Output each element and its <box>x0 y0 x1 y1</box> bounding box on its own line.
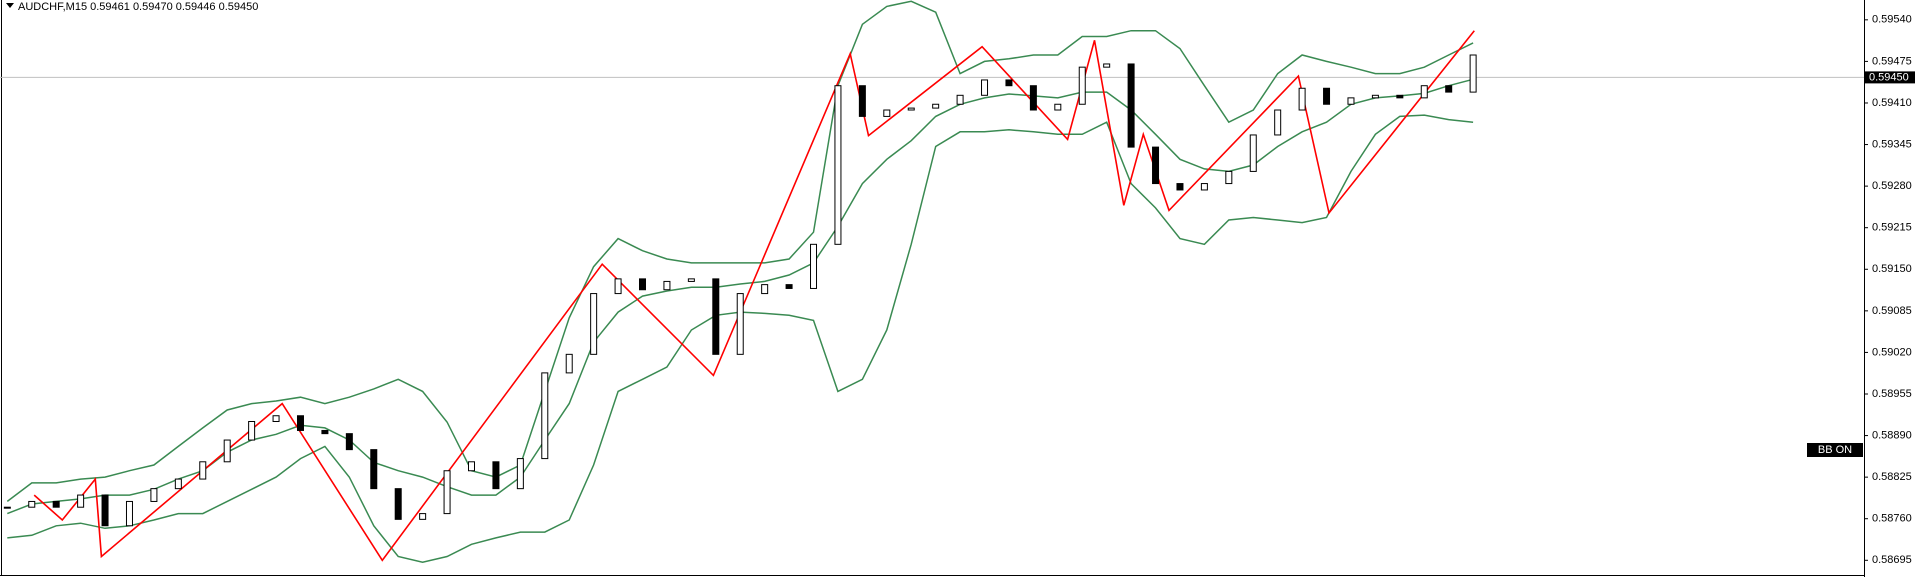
candle-body <box>1298 87 1306 111</box>
candle-body <box>883 109 891 117</box>
candle-body <box>1420 85 1428 99</box>
chart-title: AUDCHF,M15 0.59461 0.59470 0.59446 0.594… <box>18 1 258 13</box>
y-tick-label: 0.58695 <box>1872 554 1912 566</box>
candle-body <box>248 420 256 441</box>
candle-body <box>736 293 744 355</box>
candle-body <box>492 461 500 490</box>
candle-body <box>761 284 769 295</box>
y-tick-label: 0.59215 <box>1872 222 1912 234</box>
indicator-label: BB ON <box>1818 444 1852 456</box>
candle-body <box>712 278 720 355</box>
candle-body <box>1371 94 1379 99</box>
y-tick-label: 0.59150 <box>1872 263 1912 275</box>
y-tick-label: 0.59020 <box>1872 346 1912 358</box>
candle-body <box>394 488 402 520</box>
candle-body <box>1029 85 1037 111</box>
candle-body <box>639 278 647 291</box>
indicator-box <box>1807 443 1863 457</box>
candle-body <box>3 506 11 509</box>
candle-body <box>1225 170 1233 185</box>
candle-body <box>101 494 109 527</box>
candle-body <box>1176 183 1184 191</box>
candle-body <box>1054 103 1062 111</box>
candle-body <box>687 278 695 282</box>
candle-body <box>223 439 231 463</box>
candle-body <box>932 103 940 109</box>
y-tick-label: 0.59475 <box>1872 55 1912 67</box>
candle-body <box>810 243 818 289</box>
candle-body <box>1249 134 1257 172</box>
candle-body <box>296 415 304 431</box>
y-tick-label: 0.59280 <box>1872 180 1912 192</box>
candle-body <box>174 478 182 490</box>
candle-body <box>834 85 842 245</box>
y-tick-label: 0.58955 <box>1872 388 1912 400</box>
candle-body <box>28 500 36 508</box>
collapse-icon[interactable] <box>6 3 14 8</box>
candle-body <box>1103 63 1111 68</box>
candle-body <box>614 278 622 295</box>
bollinger-band <box>6 0 1474 502</box>
candles <box>3 54 1477 527</box>
candle-body <box>1445 85 1453 93</box>
candle-body <box>541 372 549 460</box>
candle-body <box>199 461 207 480</box>
candle-body <box>443 470 451 515</box>
candle-body <box>1152 146 1160 185</box>
zigzag-line <box>33 30 1475 562</box>
candle-body <box>52 500 60 508</box>
candle-body <box>565 353 573 374</box>
candle-body <box>370 449 378 490</box>
candle-body <box>125 500 133 527</box>
candle-body <box>1323 87 1331 105</box>
candle-body <box>150 488 158 502</box>
candle-body <box>1396 94 1404 99</box>
candle-body <box>321 429 329 435</box>
candle-body <box>956 94 964 105</box>
current-price-box <box>1865 71 1915 84</box>
candle-body <box>1005 79 1013 87</box>
y-tick-label: 0.59085 <box>1872 305 1912 317</box>
candle-body <box>981 79 989 96</box>
candle-body <box>516 458 524 490</box>
candle-body <box>858 85 866 117</box>
candle-body <box>1200 183 1208 191</box>
candle-body <box>345 433 353 451</box>
candle-body <box>77 494 85 508</box>
candle-body <box>272 415 280 422</box>
candle-body <box>1078 66 1086 105</box>
y-tick-label: 0.59410 <box>1872 97 1912 109</box>
candle-body <box>663 280 671 291</box>
candle-body <box>590 293 598 355</box>
candle-body <box>907 107 915 111</box>
y-tick-label: 0.58890 <box>1872 429 1912 441</box>
candle-body <box>1274 109 1282 136</box>
y-tick-label: 0.58760 <box>1872 513 1912 525</box>
candle-body <box>1469 54 1477 93</box>
y-tick-label: 0.59540 <box>1872 14 1912 26</box>
candle-body <box>467 461 475 472</box>
current-price-label: 0.59450 <box>1869 71 1909 83</box>
candle-body <box>1347 97 1355 105</box>
candle-body <box>785 284 793 289</box>
candle-body <box>419 513 427 520</box>
y-tick-label: 0.59345 <box>1872 138 1912 150</box>
y-tick-label: 0.58825 <box>1872 471 1912 483</box>
candle-body <box>1127 63 1135 148</box>
